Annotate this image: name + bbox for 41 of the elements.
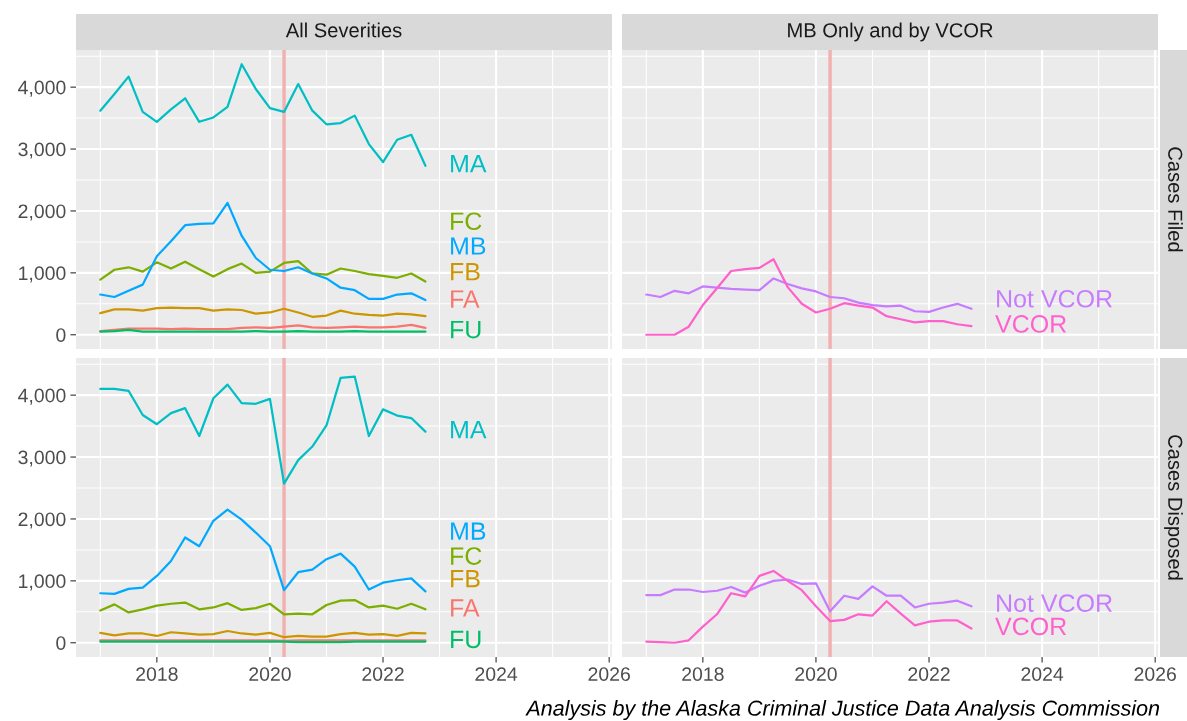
text: MB	[451, 522, 486, 540]
x-tick-label: 2026	[588, 667, 630, 681]
series-label: VCOR	[995, 315, 1067, 333]
y-tick-label: 2,000	[18, 512, 66, 529]
series-label: MA	[451, 420, 487, 439]
series-label: FA	[451, 599, 480, 617]
text: Cases Disposed	[1164, 435, 1183, 580]
text: FC	[451, 547, 482, 565]
series-label: FU	[451, 320, 481, 339]
x-tick-label: 2024	[1021, 667, 1064, 681]
series-label: VCOR	[995, 617, 1067, 636]
x-tick-label: 2020	[795, 667, 837, 681]
y-tick-label: 2,000	[18, 204, 66, 221]
text: MB	[451, 237, 486, 255]
text: FC	[451, 212, 482, 231]
y-tick-label: 4,000	[18, 388, 66, 405]
y-tick-label: 3,000	[18, 450, 66, 467]
text: Analysis by the Alaska Criminal Justice Data Analysis Commission	[525, 699, 1160, 721]
x-tick-label: 2018	[136, 667, 178, 681]
y-tick-label: 0	[56, 636, 66, 650]
y-tick-label: 1,000	[19, 266, 66, 283]
y-tick-label: 1,000	[19, 574, 66, 591]
x-tick-label: 2022	[908, 667, 950, 681]
series-label: FU	[451, 630, 481, 649]
y-tick-label: 3,000	[18, 142, 66, 159]
x-tick-label: 2018	[682, 667, 724, 681]
y-tick-label: 0	[56, 328, 66, 342]
x-tick-label: 2026	[1134, 667, 1176, 681]
series-label: FA	[451, 290, 480, 308]
series-label: MA	[451, 155, 487, 173]
text: Cases Filed	[1168, 147, 1183, 252]
text: FB	[451, 570, 480, 588]
chart-title: MB Only and by VCOR	[788, 22, 993, 42]
y-tick-label: 4,000	[18, 80, 66, 97]
x-tick-label: 2020	[249, 667, 291, 681]
series-label: Not VCOR	[997, 594, 1112, 612]
x-tick-label: 2022	[362, 667, 404, 681]
chart-title: All Severities	[285, 22, 402, 38]
series-label: FB	[451, 263, 480, 281]
x-tick-label: 2024	[475, 667, 518, 681]
series-label: Not VCOR	[997, 289, 1112, 308]
